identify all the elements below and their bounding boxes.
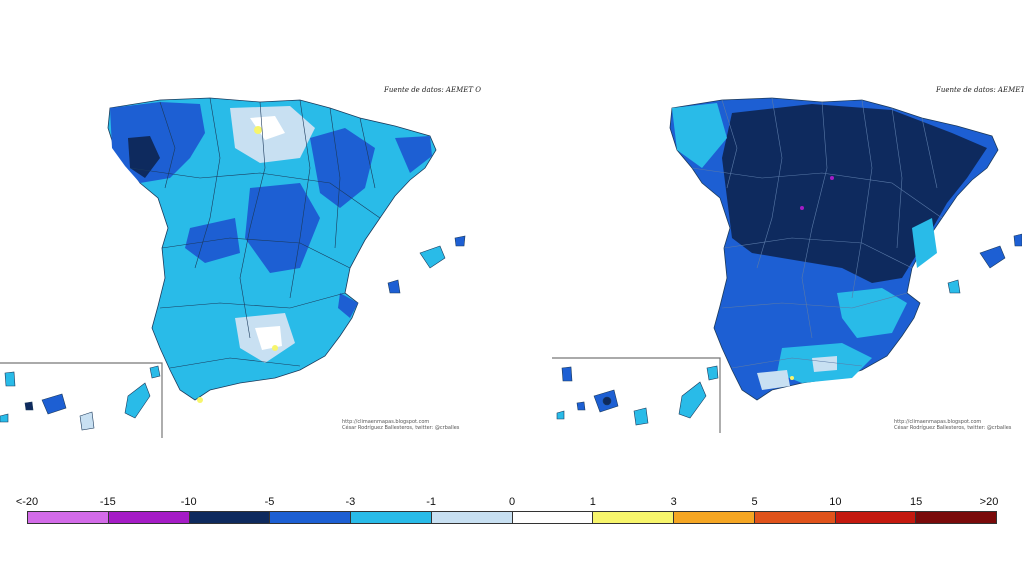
legend-label: -1 xyxy=(426,496,437,508)
anomaly-region-light xyxy=(672,103,727,168)
legend-label: >20 xyxy=(979,496,999,508)
legend-swatch xyxy=(270,512,351,523)
anomaly-region-dark xyxy=(245,183,320,273)
anomaly-spot-yellow xyxy=(790,376,794,380)
legend-swatch xyxy=(835,512,917,523)
anomaly-region-white xyxy=(250,116,285,140)
legend-swatch xyxy=(916,512,996,523)
balearic-islands xyxy=(454,235,466,247)
legend-label: 5 xyxy=(751,496,758,508)
legend-label: <-20 xyxy=(15,496,39,508)
legend-label: -15 xyxy=(99,496,116,508)
anomaly-map-right: Fuente de datos: AEMET O http://climaenm… xyxy=(552,78,1024,438)
legend-label: 1 xyxy=(589,496,596,508)
anomaly-region-dark xyxy=(338,293,358,318)
canary-inset-frame xyxy=(552,357,721,433)
anomaly-region-dark xyxy=(310,128,375,208)
legend-swatch xyxy=(108,512,190,523)
data-source-note: Fuente de datos: AEMET O xyxy=(936,86,1024,94)
anomaly-spot-yellow xyxy=(197,397,203,403)
legend-label: 3 xyxy=(670,496,677,508)
color-scale-legend: <-20 -15 -10 -5 -3 -1 0 1 3 5 10 15 >20 xyxy=(0,494,1024,534)
canary-islands xyxy=(0,365,161,431)
legend-swatch xyxy=(512,512,594,523)
legend-label: 15 xyxy=(910,496,923,508)
map-right-graphic xyxy=(552,97,1022,433)
legend-color-bar xyxy=(27,511,997,524)
legend-swatch xyxy=(431,512,513,523)
map-left-graphic xyxy=(0,97,466,438)
credit-author: César Rodríguez Ballesteros, twitter: @c… xyxy=(894,425,1012,431)
legend-swatch xyxy=(754,512,836,523)
legend-label: -10 xyxy=(180,496,197,508)
credit-author: César Rodríguez Ballesteros, twitter: @c… xyxy=(342,425,460,431)
data-source-note: Fuente de datos: AEMET O xyxy=(384,86,481,94)
balearic-islands xyxy=(947,279,961,294)
legend-swatch xyxy=(351,512,432,523)
author-credit: http://climaenmapas.blogspot.com César R… xyxy=(894,419,1011,431)
legend-label: -5 xyxy=(264,496,275,508)
legend-label: 10 xyxy=(829,496,842,508)
anomaly-region-white xyxy=(255,326,282,350)
anomaly-region-light xyxy=(912,218,937,268)
legend-swatch xyxy=(189,512,271,523)
balearic-islands xyxy=(979,245,1006,269)
anomaly-map-left: Fuente de datos: AEMET O http://climaenm… xyxy=(0,78,481,438)
legend-label: 0 xyxy=(508,496,516,508)
anomaly-region-dark xyxy=(395,136,432,173)
canary-islands xyxy=(556,365,719,426)
legend-swatch xyxy=(593,512,674,523)
balearic-islands xyxy=(419,245,446,269)
legend-swatch xyxy=(674,512,755,523)
anomaly-region-darkest xyxy=(128,136,160,178)
anomaly-spot-yellow xyxy=(272,345,278,351)
anomaly-spot-purple xyxy=(800,206,804,210)
province-boundaries xyxy=(129,97,381,369)
author-credit: http://climaenmapas.blogspot.com César R… xyxy=(342,419,459,431)
balearic-islands xyxy=(1013,233,1022,247)
legend-label: -3 xyxy=(345,496,356,508)
credit-url: http://climaenmapas.blogspot.com xyxy=(342,419,430,425)
anomaly-region-light xyxy=(837,288,907,338)
balearic-islands xyxy=(387,279,401,294)
anomaly-spot-purple xyxy=(830,176,834,180)
province-boundaries xyxy=(691,97,943,369)
anomaly-spot-yellow xyxy=(254,126,262,134)
legend-swatch xyxy=(28,512,109,523)
canary-inset-frame xyxy=(0,362,163,438)
anomaly-region-white xyxy=(812,356,837,372)
credit-url: http://climaenmapas.blogspot.com xyxy=(894,419,982,425)
anomaly-region-white xyxy=(757,370,790,390)
